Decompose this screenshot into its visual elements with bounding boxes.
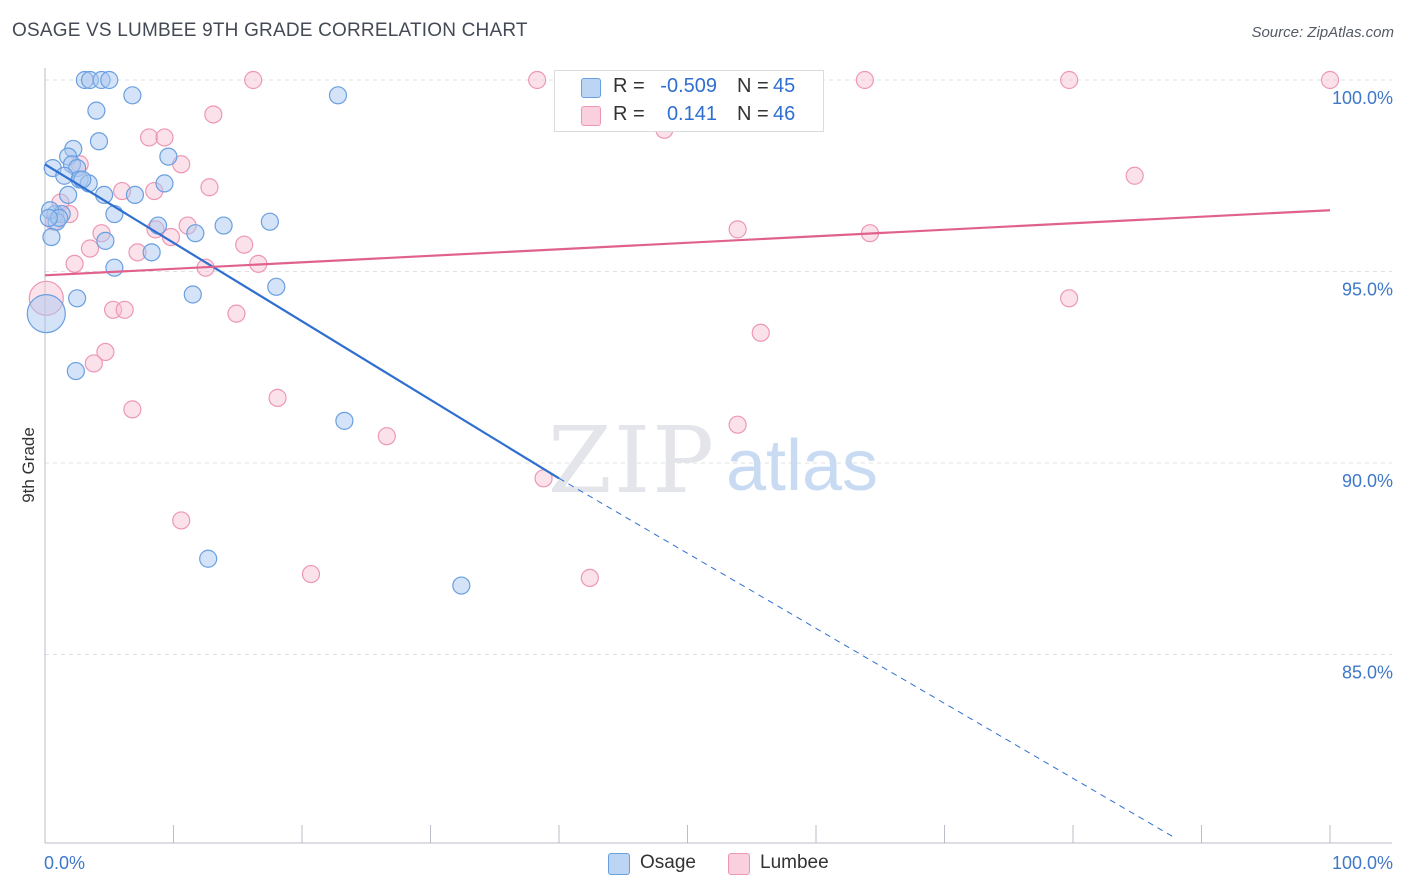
osage-point [123, 86, 142, 105]
osage-point [73, 170, 92, 189]
lumbee-point [84, 354, 103, 373]
r-label: R = [613, 103, 645, 125]
lumbee-point [123, 400, 142, 419]
osage-point [148, 216, 168, 235]
r-value: -0.509 [660, 75, 717, 97]
y-tick-label: 100.0% [1332, 88, 1393, 108]
osage-point [183, 285, 202, 304]
osage-point [39, 208, 58, 227]
osage-point [105, 204, 124, 224]
n-label: N = [737, 75, 769, 97]
osage-point [87, 101, 106, 120]
lumbee-point [115, 300, 134, 319]
n-value: 45 [773, 75, 796, 97]
y-tick-label: 90.0% [1342, 471, 1393, 491]
osage-point [328, 86, 348, 105]
y-tick-label: 95.0% [1342, 280, 1393, 300]
stats-legend: R = -0.509 N = 45 R = 0.141 N = 46 [554, 70, 824, 132]
x-tick-label: 100.0% [1332, 853, 1393, 873]
n-value: 46 [773, 103, 796, 125]
stats-row-lumbee: R = 0.141 N = 46 [555, 101, 823, 129]
y-tick-label: 85.0% [1342, 663, 1393, 683]
watermark-zip: ZIP [548, 407, 716, 514]
axes [44, 68, 1392, 844]
stats-row-osage: R = -0.509 N = 45 [555, 73, 823, 101]
osage-point [155, 174, 174, 193]
lumbee-point [1060, 70, 1079, 90]
lumbee-point [96, 342, 115, 362]
lumbee-point [268, 388, 287, 407]
osage-point [199, 549, 218, 568]
osage-point [214, 216, 233, 235]
lumbee-point [139, 128, 159, 147]
osage-point [68, 289, 87, 308]
osage-point [335, 411, 354, 430]
lumbee-point [1060, 289, 1079, 308]
osage-swatch [608, 853, 630, 875]
osage-point [159, 147, 178, 166]
lumbee-point [80, 239, 100, 258]
r-label: R = [613, 75, 645, 97]
osage-point [452, 576, 471, 595]
osage-point [125, 185, 145, 204]
lumbee-point [227, 304, 246, 323]
lumbee-point [204, 105, 223, 124]
lumbee-point [855, 70, 874, 90]
osage-trend-extension [558, 477, 1177, 839]
lumbee-trend-line [44, 209, 1331, 277]
r-value: 0.141 [666, 103, 717, 125]
chart-title: OSAGE VS LUMBEE 9TH GRADE CORRELATION CH… [12, 20, 528, 41]
lumbee-point [244, 70, 263, 90]
source-label: Source: ZipAtlas.com [1251, 24, 1394, 41]
grid-lines [45, 79, 1392, 655]
lumbee-point [377, 427, 396, 446]
osage-point [142, 243, 161, 262]
lumbee-swatch [728, 853, 750, 875]
lumbee-point [155, 128, 174, 147]
lumbee-point [751, 323, 770, 342]
osage-trend-line [44, 163, 560, 480]
watermark: ZIP atlas [548, 407, 878, 514]
lumbee-swatch [581, 106, 601, 126]
lumbee-point [1320, 70, 1340, 90]
osage-point [96, 231, 115, 250]
osage-point [26, 294, 66, 334]
lumbee-point [200, 178, 219, 197]
lumbee-point [728, 220, 747, 239]
lumbee-point [65, 254, 84, 273]
n-label: N = [737, 103, 769, 125]
legend-label: Lumbee [760, 852, 829, 873]
lumbee-point [528, 70, 547, 90]
osage-point [89, 132, 109, 151]
osage-point [186, 224, 205, 243]
lumbee-point [580, 568, 599, 588]
lumbee-point [1125, 166, 1144, 185]
x-tick-label: 0.0% [44, 853, 85, 873]
lumbee-point [235, 235, 254, 254]
lumbee-point [172, 511, 191, 530]
osage-point [100, 70, 119, 90]
osage-point [260, 212, 279, 231]
osage-point [267, 277, 286, 296]
osage-point [105, 258, 124, 277]
legend-label: Osage [640, 852, 696, 873]
trend-lines [44, 163, 1331, 839]
osage-point [42, 227, 61, 247]
osage-point [66, 361, 85, 381]
lumbee-point [728, 415, 747, 434]
series-legend: Osage Lumbee [0, 852, 1406, 878]
tick-labels: 85.0% 90.0% 95.0% 100.0% 0.0% 100.0% [44, 88, 1393, 873]
osage-point [59, 185, 78, 204]
y-axis-label: 9th Grade [19, 427, 38, 503]
osage-swatch [581, 78, 601, 98]
lumbee-point [301, 564, 321, 584]
osage-points [26, 70, 471, 595]
watermark-atlas: atlas [726, 426, 878, 506]
